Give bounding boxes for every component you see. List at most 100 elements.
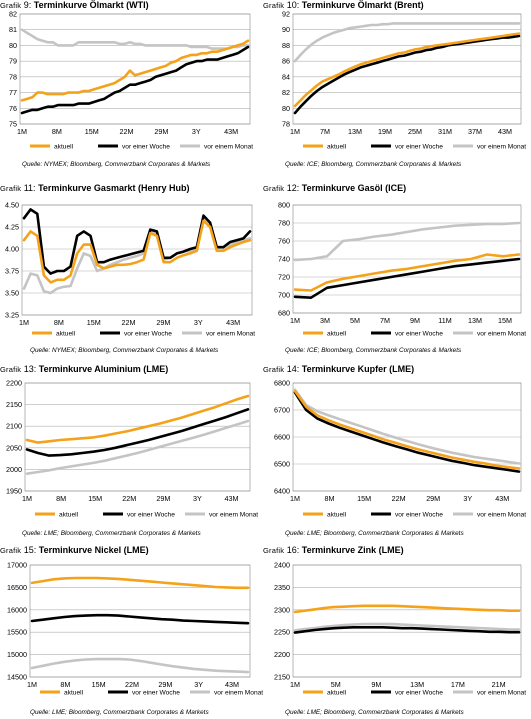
series-line-vor-einem-monat [22, 216, 252, 295]
series-line-vor-einem-monat [293, 22, 521, 63]
source-note: Quelle: LME; Bloomberg, Commerzbank Corp… [285, 709, 464, 716]
legend-label: aktuell [327, 331, 347, 338]
series-line-vor-einem-monat [20, 28, 250, 50]
chart-svg: 78 80 82 84 86 88 90 92 1M 7M 13M 19M 25M 31M 37M 43M ak… [282, 10, 526, 151]
source-note: Quelle: ICE; Bloomberg, Commerzbank Corp… [285, 161, 462, 168]
title-text: Terminkurve Nickel (LME) [38, 545, 149, 555]
x-tick-label: 29M [426, 494, 440, 503]
y-tick-label: 14500 [7, 673, 27, 682]
x-tick-label: 22M [122, 318, 136, 327]
legend-label: aktuell [56, 331, 76, 338]
chart-svg: 14500 15000 15500 16000 16500 17000 1M 8M 15M 22M… [7, 561, 263, 697]
y-tick-label: 84 [282, 72, 290, 81]
y-tick-label: 16000 [7, 605, 27, 614]
x-tick-label: 11M [438, 316, 451, 325]
x-tick-label: 15M [87, 318, 101, 327]
title-prefix: Grafik [263, 546, 285, 555]
legend-label: vor einem Monat [477, 690, 526, 697]
y-tick-label: 76 [9, 104, 17, 113]
x-tick-label: 15M [88, 494, 102, 503]
chart-svg: 3.25 3.50 3.75 4.00 4.25 4.50 1M 8M 15M 22M 29M 3Y 4… [5, 201, 255, 338]
x-tick-label: 22M [125, 680, 139, 689]
y-tick-label: 90 [282, 25, 290, 34]
x-tick-label: 43M [225, 494, 239, 503]
x-tick-label: 8M [60, 680, 70, 689]
legend-label: vor einer Woche [395, 331, 443, 338]
legend-label: vor einer Woche [395, 512, 443, 519]
x-tick-label: 3Y [194, 680, 203, 689]
chart-title: Grafik 13: Terminkurve Aluminium (LME) [0, 364, 168, 374]
y-tick-label: 78 [9, 72, 17, 81]
x-tick-label: 1M [19, 318, 29, 327]
x-tick-label: 7M [320, 127, 330, 136]
series-line-vor-einer-woche [293, 257, 521, 299]
y-tick-label: 740 [278, 255, 290, 264]
title-number: 15: [23, 545, 37, 555]
chart-title: Grafik 14: Terminkurve Kupfer (LME) [263, 364, 414, 374]
y-tick-label: 92 [282, 10, 290, 19]
legend-label: vor einer Woche [122, 144, 170, 151]
chart-svg: 6400 6500 6600 6700 6800 1M 8M 15M 22M 29M 3Y 43M ak… [274, 379, 526, 519]
title-number: 11: [23, 183, 36, 193]
y-tick-label: 80 [282, 104, 290, 113]
x-tick-label: 29M [156, 494, 170, 503]
chart-panel-zink: Grafik 16: Terminkurve Zink (LME) 2150 22… [263, 545, 531, 719]
chart-panel-brent: Grafik 10: Terminkurve Ölmarkt (Brent) 7… [263, 0, 531, 178]
y-tick-label: 17000 [7, 561, 27, 570]
x-tick-label: 1M [290, 316, 300, 325]
title-text: Terminkurve Ölmarkt (Brent) [301, 0, 424, 10]
x-tick-label: 37M [468, 127, 482, 136]
legend-label: aktuell [327, 512, 347, 519]
legend-label: vor einem Monat [204, 144, 253, 151]
y-tick-label: 2300 [274, 605, 290, 614]
series-line-aktuell [22, 219, 252, 284]
title-text: Terminkurve Gasmarkt (Henry Hub) [38, 183, 190, 193]
y-tick-label: 2200 [6, 379, 22, 388]
legend-label: vor einem Monat [214, 690, 263, 697]
chart-svg: 2150 2200 2250 2300 2350 2400 1M 5M 9M 13M 17M 21M a… [274, 561, 526, 697]
title-text: Terminkurve Aluminium (LME) [38, 364, 169, 374]
plot-frame [292, 382, 522, 492]
x-tick-label: 43M [498, 127, 512, 136]
x-tick-label: 29M [156, 318, 170, 327]
series-line-vor-einer-woche [293, 34, 521, 115]
y-tick-label: 15500 [7, 628, 27, 637]
x-tick-label: 3Y [194, 318, 203, 327]
title-number: 12: [286, 183, 300, 193]
series-line-vor-einer-woche [25, 408, 250, 457]
series-line-aktuell [25, 394, 250, 444]
x-tick-label: 15M [92, 680, 106, 689]
y-tick-label: 6600 [274, 433, 290, 442]
chart-title: Grafik 10: Terminkurve Ölmarkt (Brent) [263, 0, 424, 10]
chart-title: Grafik 15: Terminkurve Nickel (LME) [0, 545, 149, 555]
x-tick-label: 8M [325, 494, 335, 503]
y-tick-label: 4.00 [5, 245, 19, 254]
y-tick-label: 3.25 [5, 311, 19, 320]
x-tick-label: 17M [451, 680, 465, 689]
title-text: Terminkurve Ölmarkt (WTI) [33, 0, 149, 10]
x-tick-label: 31M [438, 127, 452, 136]
y-tick-label: 81 [9, 25, 17, 34]
title-text: Terminkurve Zink (LME) [301, 545, 404, 555]
title-prefix: Grafik [263, 184, 285, 193]
title-number: 9: [23, 0, 32, 10]
x-tick-label: 7M [380, 316, 390, 325]
x-tick-label: 3Y [192, 127, 201, 136]
x-tick-label: 25M [408, 127, 422, 136]
y-tick-label: 720 [278, 273, 290, 282]
y-tick-label: 16500 [7, 583, 27, 592]
y-tick-label: 79 [9, 57, 17, 66]
y-tick-label: 800 [278, 201, 290, 210]
chart-panel-aluminium: Grafik 13: Terminkurve Aluminium (LME) 1… [0, 364, 263, 542]
x-tick-label: 5M [331, 680, 341, 689]
series-line-aktuell [293, 32, 521, 108]
y-tick-label: 2350 [274, 583, 290, 592]
plot-frame [292, 13, 522, 125]
x-tick-label: 29M [158, 680, 172, 689]
series-line-vor-einer-woche [22, 208, 252, 275]
chart-svg: 75 76 77 78 79 80 81 82 1M 8M 15M 22M 29M 3Y 43M aktuel… [9, 10, 253, 151]
series-line-vor-einem-monat [293, 622, 521, 632]
legend-label: aktuell [54, 144, 74, 151]
legend-label: vor einer Woche [395, 144, 443, 151]
y-tick-label: 3.75 [5, 267, 19, 276]
